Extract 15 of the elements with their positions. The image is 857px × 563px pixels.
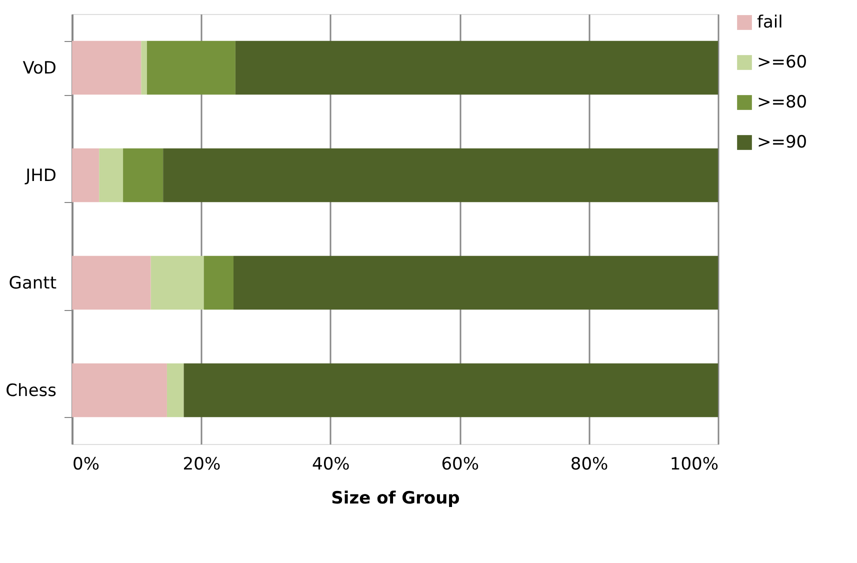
y-tick-label: JHD [24,166,56,186]
x-tick-label: 0% [72,454,100,474]
y-tick-label: Chess [6,380,57,401]
legend-label: >=90 [757,132,808,152]
x-tick-label: 60% [441,454,479,474]
y-tick-label: Gantt [8,273,57,294]
x-tick-label: 100% [670,454,718,474]
legend-label: >=60 [757,52,808,72]
legend-label: fail [757,12,783,32]
x-tick-label: 40% [312,454,350,474]
x-tick-label: 20% [182,454,221,474]
x-axis-title: Size of Group [331,488,460,508]
y-tick-label: VoD [22,58,56,78]
x-tick-label: 80% [570,454,608,474]
legend-label: >=80 [757,92,808,112]
